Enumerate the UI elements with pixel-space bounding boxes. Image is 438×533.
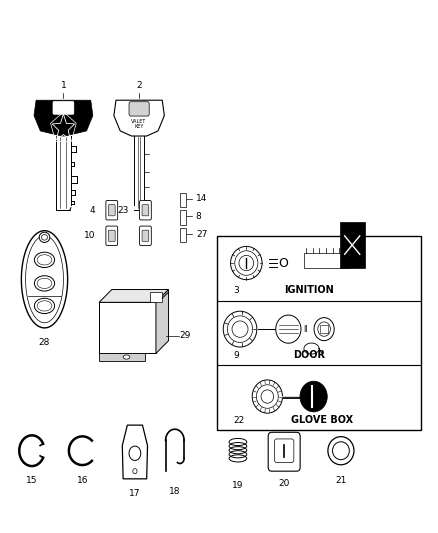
Text: 21: 21 [335,477,346,485]
Ellipse shape [133,469,137,474]
FancyBboxPatch shape [275,439,294,463]
Ellipse shape [42,235,47,240]
FancyBboxPatch shape [142,205,149,216]
Ellipse shape [232,321,248,337]
Polygon shape [114,100,164,136]
Text: IGNITION: IGNITION [285,286,334,295]
Text: II: II [303,325,307,334]
FancyBboxPatch shape [140,226,151,246]
Polygon shape [150,292,162,302]
Ellipse shape [252,380,283,413]
Ellipse shape [35,252,55,268]
Bar [180,193,186,207]
Ellipse shape [39,232,50,243]
Text: 3: 3 [234,287,240,295]
FancyBboxPatch shape [268,432,300,471]
Ellipse shape [239,255,254,271]
Text: 8: 8 [196,212,201,221]
Ellipse shape [300,381,327,412]
Text: 1: 1 [60,81,66,90]
Ellipse shape [314,318,334,341]
FancyBboxPatch shape [142,230,149,241]
Ellipse shape [318,322,330,336]
Text: VALET
KEY: VALET KEY [131,119,147,130]
Polygon shape [122,425,148,479]
Bar [180,228,186,243]
Bar [217,236,421,430]
Ellipse shape [35,276,55,291]
Text: 9: 9 [234,351,240,360]
Text: 28: 28 [39,338,50,347]
Bar [320,325,328,333]
Ellipse shape [230,246,262,280]
Bar [180,210,186,224]
Polygon shape [99,289,169,302]
Text: 27: 27 [196,230,207,239]
Polygon shape [21,231,67,328]
Text: 22: 22 [234,416,245,425]
Ellipse shape [223,311,257,347]
Polygon shape [156,289,169,353]
Ellipse shape [332,442,350,459]
Polygon shape [99,353,145,361]
Text: 19: 19 [232,481,244,490]
Text: 2: 2 [136,81,142,90]
FancyBboxPatch shape [106,226,118,246]
Text: 29: 29 [179,331,191,340]
Ellipse shape [35,298,55,313]
FancyBboxPatch shape [53,101,74,115]
Text: DOOR: DOOR [293,350,325,360]
Text: 15: 15 [26,477,38,485]
FancyBboxPatch shape [140,200,151,220]
Text: 20: 20 [279,479,290,488]
Polygon shape [339,222,365,268]
Text: 16: 16 [77,477,88,485]
FancyBboxPatch shape [109,205,115,216]
Text: 10: 10 [84,231,95,240]
Text: 23: 23 [117,206,129,215]
Ellipse shape [123,355,130,359]
FancyBboxPatch shape [106,200,118,220]
Ellipse shape [276,315,301,343]
FancyBboxPatch shape [109,230,115,241]
Ellipse shape [328,437,354,465]
Polygon shape [99,302,156,353]
Text: 18: 18 [169,487,180,496]
Text: 4: 4 [89,206,95,215]
Text: O: O [279,256,288,270]
Ellipse shape [129,446,141,461]
FancyBboxPatch shape [129,102,149,116]
Text: 14: 14 [196,195,207,204]
Ellipse shape [261,390,274,403]
Text: GLOVE BOX: GLOVE BOX [291,415,353,425]
Text: 17: 17 [129,489,141,498]
Bar [304,253,350,268]
Polygon shape [34,100,93,136]
